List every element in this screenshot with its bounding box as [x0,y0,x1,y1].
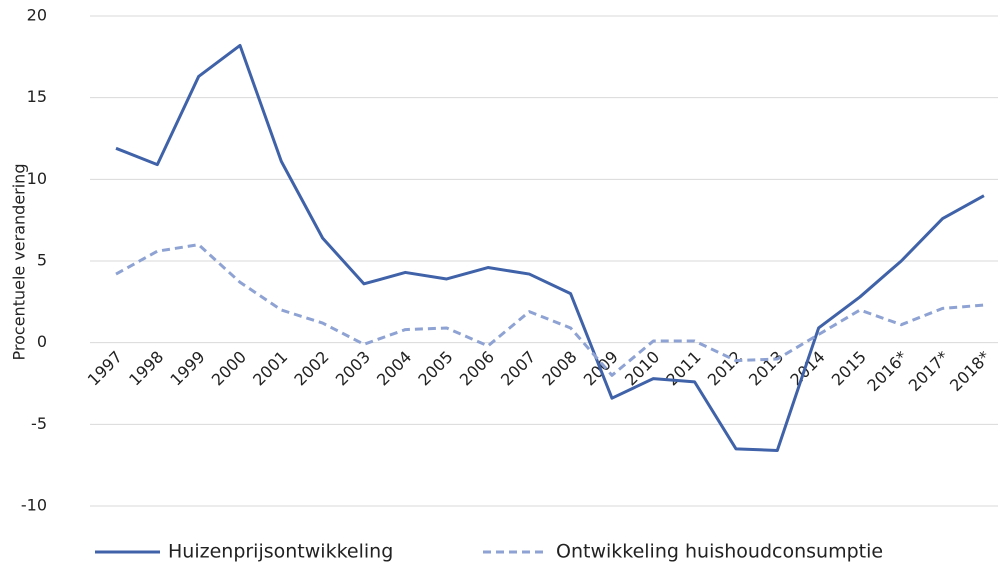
legend-label: Ontwikkeling huishoudconsumptie [556,541,883,563]
legend-label: Huizenprijsontwikkeling [168,541,393,563]
x-tick-label: 2014 [786,347,828,389]
x-tick-label: 2002 [290,347,332,389]
y-tick-label: -5 [31,414,47,433]
y-tick-label: 5 [37,251,47,270]
x-tick-label: 2000 [208,347,250,389]
y-tick-label: 0 [37,332,47,351]
y-tick-label: 10 [27,169,47,188]
x-tick-label: 2001 [249,347,291,389]
series-line [115,243,985,377]
x-tick-label: 2013 [745,347,787,389]
x-tick-label: 2007 [497,347,539,389]
x-tick-label: 2018* [946,347,994,395]
y-axis-label: Procentuele verandering [10,164,29,361]
x-tick-label: 2016* [863,347,911,395]
x-tick-label: 2004 [373,347,415,389]
x-tick-label: 2011 [662,347,704,389]
y-tick-label: -10 [21,496,47,515]
y-tick-label: 15 [27,87,47,106]
series-line [115,43,985,452]
x-tick-label: 1999 [166,347,208,389]
x-tick-label: 1998 [125,347,167,389]
x-tick-label: 1997 [84,347,126,389]
x-tick-label: 2008 [538,347,580,389]
x-tick-label: 2005 [414,347,456,389]
x-tick-label: 2017* [905,347,953,395]
x-tick-label: 2006 [456,347,498,389]
y-tick-label: 20 [27,6,47,25]
x-tick-label: 2012 [704,347,746,389]
x-tick-label: 2003 [332,347,374,389]
